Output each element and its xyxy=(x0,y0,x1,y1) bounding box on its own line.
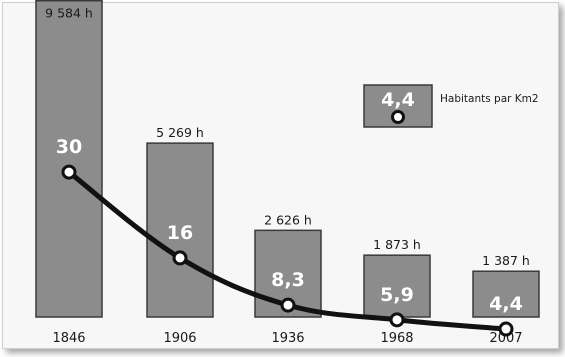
bar-1936 xyxy=(254,229,322,318)
density-line-group: 30 16 8,3 5,9 4,4 xyxy=(56,136,523,337)
bar-1846 xyxy=(35,0,103,318)
population-label-1906: 5 269 h xyxy=(156,125,204,140)
density-point-1906 xyxy=(172,250,188,266)
density-label-1846: 30 xyxy=(56,136,82,158)
density-point-1846 xyxy=(61,164,77,180)
population-label-1968: 1 873 h xyxy=(373,237,421,252)
bar-2007 xyxy=(472,270,540,318)
year-label-2007: 2007 xyxy=(489,331,522,346)
legend: 4,4 Habitants par Km2 xyxy=(363,84,539,128)
population-label-1936: 2 626 h xyxy=(264,212,312,227)
legend-text: Habitants par Km2 xyxy=(440,93,539,105)
density-label-2007: 4,4 xyxy=(489,293,523,315)
density-label-1968: 5,9 xyxy=(380,284,414,306)
year-label-1846: 1846 xyxy=(52,331,85,346)
density-label-1906: 16 xyxy=(167,222,193,244)
bar-1906 xyxy=(146,142,214,318)
legend-marker xyxy=(391,110,405,124)
density-point-1968 xyxy=(389,312,405,328)
year-label-1936: 1936 xyxy=(271,331,304,346)
density-point-2007 xyxy=(498,321,514,337)
population-label-2007: 1 387 h xyxy=(482,253,530,268)
legend-value: 4,4 xyxy=(381,89,415,111)
density-point-1936 xyxy=(280,297,296,313)
year-label-1968: 1968 xyxy=(380,331,413,346)
population-label-1846: 9 584 h xyxy=(45,6,93,21)
bar-1968 xyxy=(363,254,431,318)
year-label-1906: 1906 xyxy=(163,331,196,346)
density-label-1936: 8,3 xyxy=(271,269,305,291)
bars-group: 9 584 h 1846 5 269 h 1906 2 626 h 1936 1 873 h… xyxy=(35,0,540,346)
